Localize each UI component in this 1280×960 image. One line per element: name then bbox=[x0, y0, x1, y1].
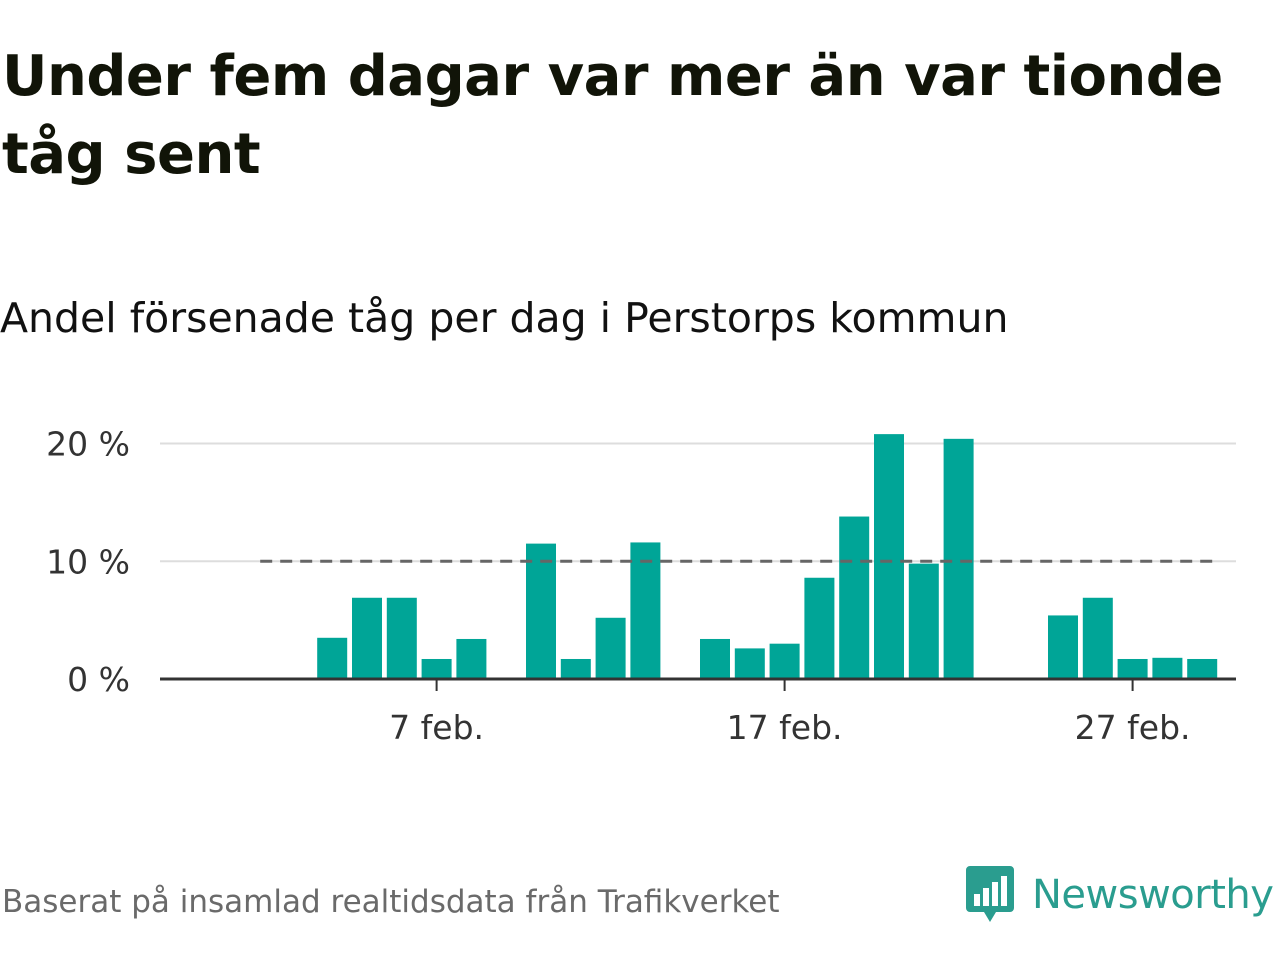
chart-title: Under fem dagar var mer än var tionde tå… bbox=[2, 44, 1223, 187]
y-tick-label: 0 % bbox=[67, 660, 130, 699]
brand-name: Newsworthy bbox=[1032, 872, 1274, 918]
bar bbox=[874, 434, 904, 679]
bar bbox=[943, 438, 974, 679]
bar bbox=[908, 563, 939, 679]
bar bbox=[839, 516, 870, 679]
bar bbox=[1082, 597, 1113, 679]
bar bbox=[769, 643, 800, 679]
y-tick-label: 10 % bbox=[46, 542, 130, 581]
bar bbox=[352, 597, 382, 679]
x-tick-label: 7 feb. bbox=[389, 708, 484, 747]
bar bbox=[1152, 657, 1183, 679]
bar bbox=[734, 648, 765, 679]
x-axis bbox=[160, 677, 1236, 691]
bar bbox=[317, 637, 348, 679]
x-tick-label: 27 feb. bbox=[1075, 708, 1191, 747]
bar bbox=[595, 617, 626, 679]
bar bbox=[1117, 658, 1148, 679]
grid-lines bbox=[160, 442, 1236, 563]
newsworthy-logo-icon bbox=[966, 866, 1014, 922]
bar bbox=[526, 543, 556, 679]
source-note: Baserat på insamlad realtidsdata från Tr… bbox=[2, 884, 780, 920]
bar bbox=[630, 542, 661, 679]
x-tick-labels: 7 feb. 17 feb. 27 feb. bbox=[389, 708, 1190, 747]
bar bbox=[560, 658, 591, 679]
bar-chart: 0 % 10 % 20 % 7 feb. 17 feb. 27 feb. bbox=[46, 425, 1236, 747]
x-tick-label: 17 feb. bbox=[727, 708, 843, 747]
bars bbox=[317, 434, 1218, 679]
bar bbox=[1187, 658, 1218, 679]
bar bbox=[700, 638, 730, 679]
bar bbox=[421, 658, 452, 679]
bar bbox=[1048, 615, 1078, 679]
y-tick-labels: 0 % 10 % 20 % bbox=[46, 425, 130, 699]
brand-logo: Newsworthy bbox=[964, 862, 1274, 928]
chart-subtitle: Andel försenade tåg per dag i Perstorps … bbox=[0, 294, 1009, 342]
y-tick-label: 20 % bbox=[46, 425, 130, 464]
bar bbox=[804, 577, 835, 679]
bar bbox=[386, 597, 417, 679]
bar bbox=[456, 638, 487, 679]
